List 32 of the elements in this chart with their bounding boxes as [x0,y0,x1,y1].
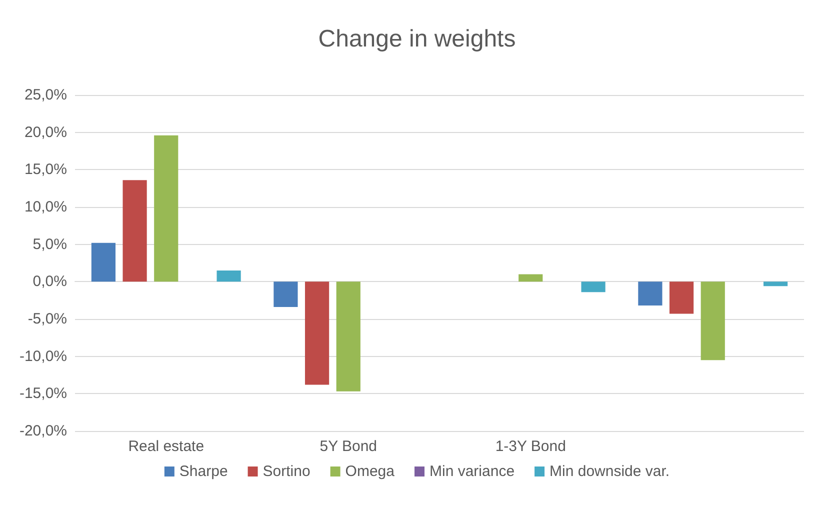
bar [304,282,330,385]
bar [700,282,725,360]
y-tick-label: -20,0% [19,422,67,440]
bar [122,180,147,282]
bar [274,282,298,308]
chart-title: Change in weights [318,26,516,52]
legend-label: Omega [345,463,396,480]
x-tick-label: 5Y Bond [320,438,378,455]
x-tick-label: Real estate [128,438,204,455]
x-tick-label: 1-3Y Bond [495,438,566,455]
legend-label: Sortino [262,463,310,480]
y-tick-label: 10,0% [24,198,67,216]
bar [336,282,360,392]
y-tick-label: -10,0% [19,348,67,365]
bar [581,282,606,292]
legend-label: Min downside var. [550,463,670,480]
y-tick-label: 20,0% [24,124,67,141]
y-tick-label: -5,0% [28,310,67,328]
bar [216,270,241,282]
bar [154,135,178,282]
legend-label: Sharpe [179,463,228,480]
bar [91,242,116,282]
y-tick-label: 25,0% [24,86,67,104]
bar [638,282,662,306]
y-tick-label: 5,0% [32,236,67,253]
bar [669,282,694,314]
legend-label: Min variance [429,463,515,480]
y-tick-label: -15,0% [19,385,67,402]
bar [518,274,543,282]
bar [763,282,788,286]
y-tick-label: 15,0% [24,161,67,178]
y-tick-label: 0,0% [32,273,67,290]
